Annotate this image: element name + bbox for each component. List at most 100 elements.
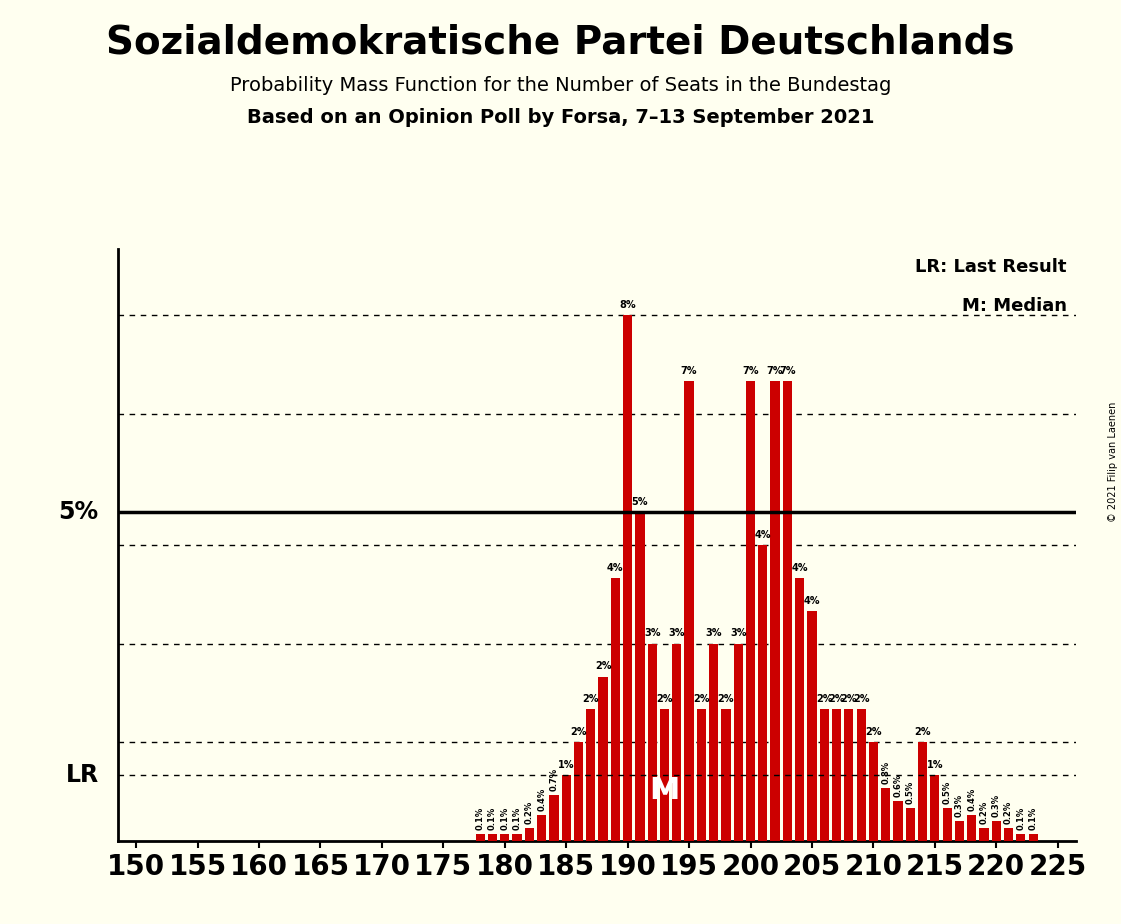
Text: 5%: 5%	[632, 497, 648, 507]
Bar	[611, 578, 620, 841]
Text: 0.2%: 0.2%	[525, 800, 534, 824]
Text: 2%: 2%	[656, 694, 673, 704]
Bar	[648, 644, 657, 841]
Text: 0.3%: 0.3%	[955, 794, 964, 817]
Bar	[980, 828, 989, 841]
Text: 0.2%: 0.2%	[980, 800, 989, 824]
Text: 2%: 2%	[583, 694, 599, 704]
Bar	[500, 834, 509, 841]
Bar	[918, 742, 927, 841]
Bar	[636, 512, 645, 841]
Text: 2%: 2%	[865, 727, 881, 737]
Text: M: Median: M: Median	[962, 297, 1066, 315]
Text: 3%: 3%	[643, 628, 660, 638]
Text: 7%: 7%	[779, 366, 796, 376]
Text: 0.1%: 0.1%	[475, 807, 484, 831]
Bar	[930, 775, 939, 841]
Text: Sozialdemokratische Partei Deutschlands: Sozialdemokratische Partei Deutschlands	[106, 23, 1015, 61]
Text: 4%: 4%	[804, 596, 821, 605]
Bar	[955, 821, 964, 841]
Text: 0.6%: 0.6%	[893, 774, 902, 797]
Text: 2%: 2%	[595, 662, 611, 672]
Text: 7%: 7%	[767, 366, 784, 376]
Bar	[782, 381, 793, 841]
Text: 2%: 2%	[853, 694, 870, 704]
Text: 0.1%: 0.1%	[1017, 807, 1026, 831]
Text: 0.3%: 0.3%	[992, 794, 1001, 817]
Text: 2%: 2%	[828, 694, 845, 704]
Bar	[733, 644, 743, 841]
Text: LR: LR	[65, 763, 99, 787]
Text: 1%: 1%	[558, 760, 574, 770]
Text: 0.4%: 0.4%	[967, 787, 976, 810]
Bar	[943, 808, 952, 841]
Text: 4%: 4%	[754, 529, 771, 540]
Text: 0.2%: 0.2%	[1004, 800, 1013, 824]
Bar	[599, 676, 608, 841]
Text: 0.1%: 0.1%	[512, 807, 521, 831]
Text: 0.1%: 0.1%	[488, 807, 497, 831]
Bar	[906, 808, 915, 841]
Text: 0.4%: 0.4%	[537, 787, 546, 810]
Bar	[967, 815, 976, 841]
Bar	[488, 834, 497, 841]
Text: M: M	[649, 776, 679, 806]
Bar	[586, 710, 595, 841]
Bar	[819, 710, 828, 841]
Text: LR: Last Result: LR: Last Result	[915, 259, 1066, 276]
Bar	[562, 775, 571, 841]
Text: 0.7%: 0.7%	[549, 768, 558, 791]
Bar	[685, 381, 694, 841]
Bar	[992, 821, 1001, 841]
Bar	[525, 828, 534, 841]
Bar	[856, 710, 865, 841]
Text: Probability Mass Function for the Number of Seats in the Bundestag: Probability Mass Function for the Number…	[230, 76, 891, 95]
Text: 2%: 2%	[915, 727, 930, 737]
Bar	[512, 834, 521, 841]
Bar	[660, 710, 669, 841]
Text: © 2021 Filip van Laenen: © 2021 Filip van Laenen	[1108, 402, 1118, 522]
Text: 7%: 7%	[680, 366, 697, 376]
Bar	[1029, 834, 1038, 841]
Text: 0.8%: 0.8%	[881, 761, 890, 784]
Text: 3%: 3%	[668, 628, 685, 638]
Bar	[745, 381, 756, 841]
Bar	[623, 315, 632, 841]
Bar	[574, 742, 583, 841]
Text: 2%: 2%	[571, 727, 586, 737]
Bar	[549, 795, 558, 841]
Bar	[893, 801, 902, 841]
Bar	[1004, 828, 1013, 841]
Text: 5%: 5%	[58, 500, 99, 524]
Bar	[697, 710, 706, 841]
Bar	[869, 742, 878, 841]
Text: 3%: 3%	[730, 628, 747, 638]
Text: 1%: 1%	[927, 760, 943, 770]
Text: 2%: 2%	[816, 694, 833, 704]
Text: 0.1%: 0.1%	[1029, 807, 1038, 831]
Bar	[1017, 834, 1026, 841]
Bar	[721, 710, 731, 841]
Text: 7%: 7%	[742, 366, 759, 376]
Bar	[770, 381, 780, 841]
Text: 2%: 2%	[841, 694, 858, 704]
Text: 8%: 8%	[619, 300, 636, 310]
Text: 3%: 3%	[705, 628, 722, 638]
Bar	[832, 710, 841, 841]
Text: 0.5%: 0.5%	[943, 781, 952, 804]
Text: 2%: 2%	[717, 694, 734, 704]
Text: 4%: 4%	[791, 563, 808, 573]
Text: 0.1%: 0.1%	[500, 807, 509, 831]
Text: 4%: 4%	[608, 563, 623, 573]
Bar	[537, 815, 546, 841]
Bar	[673, 644, 682, 841]
Bar	[807, 611, 816, 841]
Text: Based on an Opinion Poll by Forsa, 7–13 September 2021: Based on an Opinion Poll by Forsa, 7–13 …	[247, 108, 874, 128]
Bar	[795, 578, 804, 841]
Bar	[475, 834, 484, 841]
Bar	[844, 710, 853, 841]
Bar	[710, 644, 719, 841]
Bar	[758, 545, 768, 841]
Text: 2%: 2%	[693, 694, 710, 704]
Text: 0.5%: 0.5%	[906, 781, 915, 804]
